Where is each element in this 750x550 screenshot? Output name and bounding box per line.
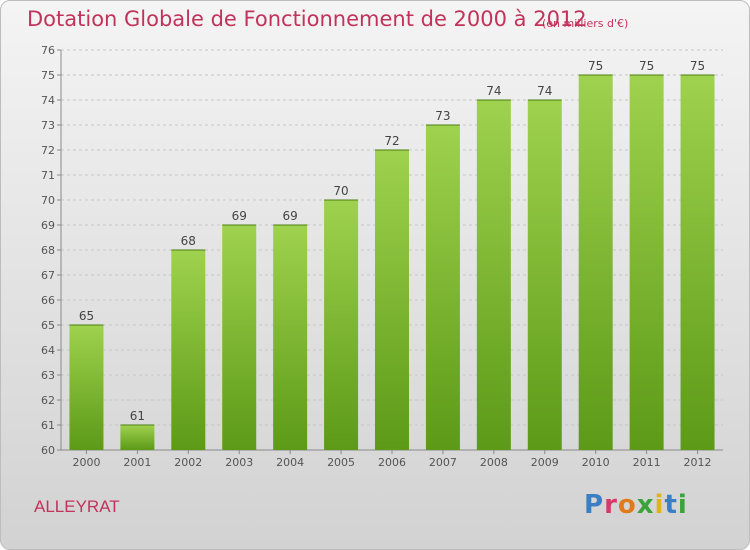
bar-2003 — [222, 225, 257, 450]
y-tick-label: 71 — [41, 169, 55, 182]
bar-2007 — [425, 125, 460, 450]
data-label: 74 — [486, 84, 501, 98]
commune-name: ALLEYRAT — [34, 497, 120, 516]
y-tick-label: 67 — [41, 269, 55, 282]
y-tick-label: 73 — [41, 119, 55, 132]
data-label: 75 — [639, 59, 654, 73]
y-tick-label: 76 — [41, 44, 55, 57]
x-tick-label: 2009 — [531, 456, 559, 469]
y-tick-label: 65 — [41, 319, 55, 332]
data-label: 61 — [130, 409, 145, 423]
y-tick-label: 69 — [41, 219, 55, 232]
y-tick-label: 62 — [41, 394, 55, 407]
y-tick-label: 75 — [41, 69, 55, 82]
y-tick-label: 61 — [41, 419, 55, 432]
data-label: 73 — [435, 109, 450, 123]
y-tick-label: 60 — [41, 444, 55, 457]
x-tick-label: 2008 — [480, 456, 508, 469]
x-tick-label: 2002 — [174, 456, 202, 469]
x-tick-label: 2005 — [327, 456, 355, 469]
data-label: 69 — [283, 209, 298, 223]
bar-2002 — [171, 250, 206, 450]
x-tick-label: 2007 — [429, 456, 457, 469]
x-tick-label: 2010 — [582, 456, 610, 469]
data-label: 69 — [232, 209, 247, 223]
data-label: 75 — [690, 59, 705, 73]
x-tick-label: 2006 — [378, 456, 406, 469]
bar-2008 — [476, 100, 511, 450]
bar-2006 — [375, 150, 409, 450]
bar-2012 — [680, 75, 715, 450]
bar-2010 — [578, 75, 613, 450]
bar-2000 — [69, 325, 104, 450]
data-label: 75 — [588, 59, 603, 73]
x-tick-label: 2003 — [225, 456, 253, 469]
y-tick-label: 72 — [41, 144, 55, 157]
data-label: 70 — [333, 184, 348, 198]
data-label: 65 — [79, 309, 94, 323]
y-tick-label: 64 — [41, 344, 55, 357]
y-tick-label: 74 — [41, 94, 55, 107]
x-tick-label: 2012 — [684, 456, 712, 469]
data-label: 74 — [537, 84, 552, 98]
y-tick-label: 70 — [41, 194, 55, 207]
bar-2004 — [273, 225, 308, 450]
bar-2009 — [527, 100, 562, 450]
y-tick-label: 68 — [41, 244, 55, 257]
y-tick-label: 63 — [41, 369, 55, 382]
x-tick-label: 2000 — [72, 456, 100, 469]
bar-2001 — [120, 425, 155, 450]
y-tick-label: 66 — [41, 294, 55, 307]
bar-2005 — [324, 200, 359, 450]
unit-label: (en milliers d'€) — [542, 17, 629, 30]
chart-title: Dotation Globale de Fonctionnement de 20… — [27, 7, 587, 31]
data-label: 72 — [384, 134, 399, 148]
proxiti-logo: Proxiti — [584, 490, 688, 520]
x-tick-label: 2011 — [633, 456, 661, 469]
x-tick-label: 2001 — [123, 456, 151, 469]
bar-2011 — [629, 75, 664, 450]
x-tick-label: 2004 — [276, 456, 304, 469]
data-label: 68 — [181, 234, 196, 248]
